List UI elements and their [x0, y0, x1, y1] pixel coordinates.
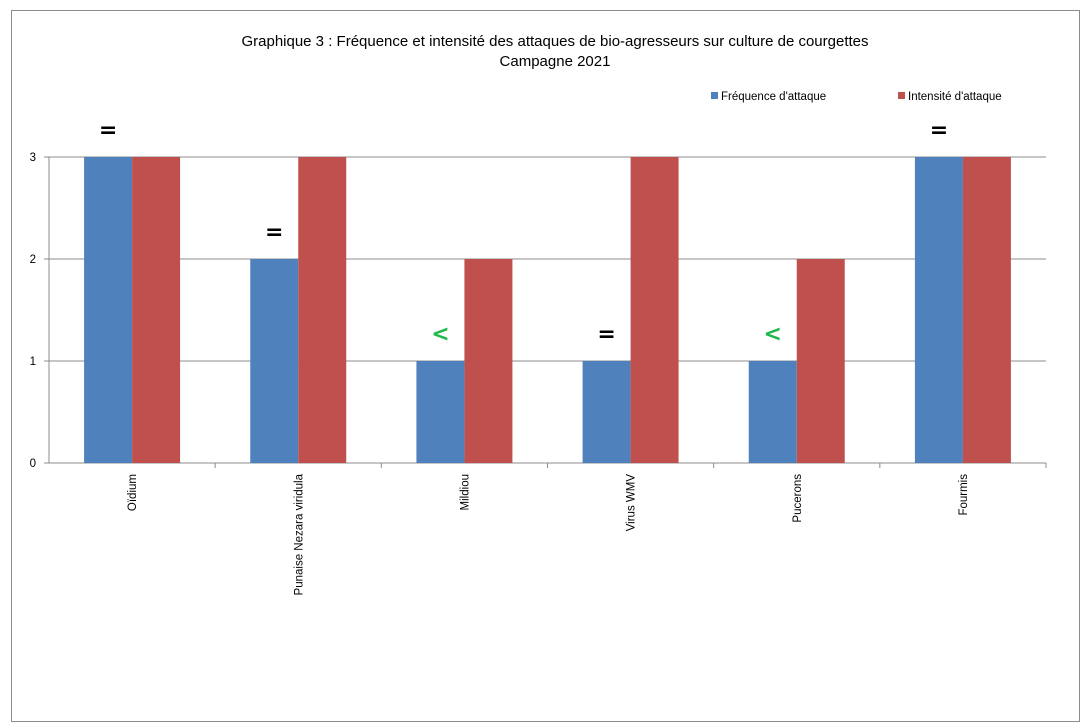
bar-intensite-oidium — [132, 157, 181, 463]
x-category-label-mildiou: Mildiou — [459, 474, 471, 510]
y-tick-label-1: 1 — [30, 356, 36, 368]
x-category-label-fourmis: Fourmis — [958, 474, 970, 516]
x-category-label-pucerons: Pucerons — [792, 474, 804, 523]
trend-marker-punaise-nezara-viridula: = — [265, 220, 283, 245]
bar-frequence-punaise-nezara-viridula — [250, 259, 299, 463]
y-tick-label-0: 0 — [30, 458, 36, 470]
trend-marker-virus-wmv: = — [597, 322, 615, 347]
legend-swatch-intensite — [898, 92, 905, 99]
x-category-label-virus-wmv: Virus WMV — [626, 474, 638, 532]
trend-marker-mildiou: < — [431, 322, 449, 347]
bar-intensite-pucerons — [796, 259, 845, 463]
bar-intensite-fourmis — [962, 157, 1011, 463]
bar-intensite-mildiou — [464, 259, 513, 463]
chart-title: Graphique 3 : Fréquence et intensité des… — [241, 33, 868, 50]
bar-intensite-punaise-nezara-viridula — [298, 157, 347, 463]
plot-area: 0 1 2 3 = Oïdium = Punaise Nezara viridula < Mild… — [30, 118, 1047, 595]
legend-label-frequence: Fréquence d'attaque — [721, 91, 826, 103]
bar-frequence-fourmis — [914, 157, 963, 463]
legend: Fréquence d'attaque Intensité d'attaque — [711, 91, 1002, 103]
legend-swatch-frequence — [711, 92, 718, 99]
bar-frequence-virus-wmv — [582, 361, 631, 463]
chart-subtitle: Campagne 2021 — [500, 53, 611, 70]
bar-frequence-oidium — [84, 157, 133, 463]
trend-marker-fourmis: = — [930, 118, 948, 143]
y-tick-label-3: 3 — [30, 152, 36, 164]
trend-marker-pucerons: < — [764, 322, 782, 347]
chart-frame — [11, 10, 1080, 722]
trend-marker-oidium: = — [99, 118, 117, 143]
y-tick-label-2: 2 — [30, 254, 36, 266]
legend-label-intensite: Intensité d'attaque — [908, 91, 1002, 103]
bar-intensite-virus-wmv — [630, 157, 679, 463]
bar-frequence-pucerons — [748, 361, 797, 463]
x-category-label-punaise-nezara-viridula: Punaise Nezara viridula — [293, 473, 305, 595]
bar-frequence-mildiou — [416, 361, 465, 463]
x-category-label-oidium: Oïdium — [127, 474, 139, 511]
